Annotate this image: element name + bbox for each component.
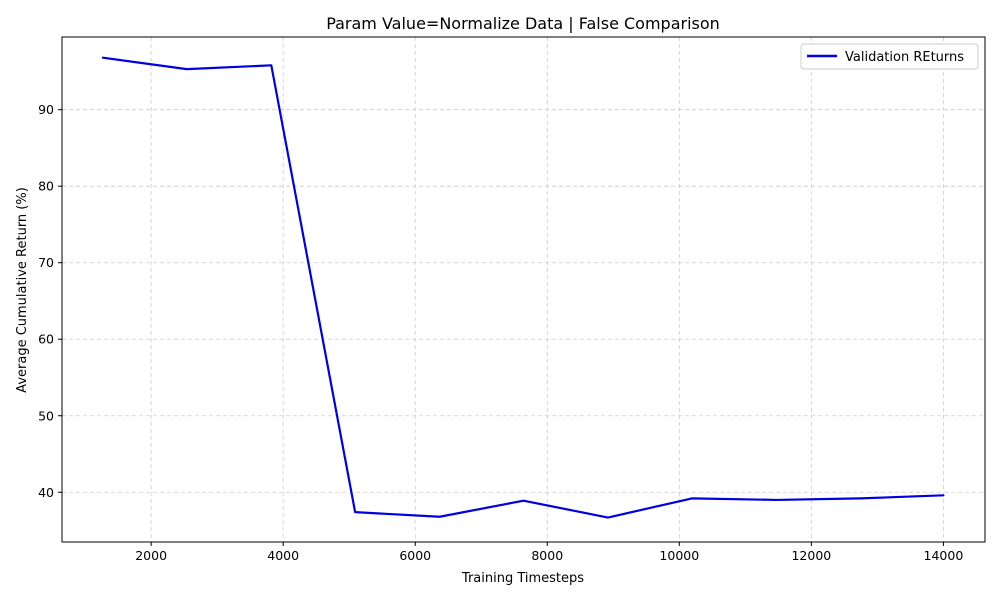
y-tick-label: 60 (38, 332, 54, 347)
y-axis-label: Average Cumulative Return (%) (15, 187, 30, 393)
x-tick-label: 6000 (399, 548, 431, 563)
x-tick-label: 8000 (531, 548, 563, 563)
y-tick-label: 50 (38, 408, 54, 423)
y-tick-label: 40 (38, 485, 54, 500)
y-tick-label: 80 (38, 179, 54, 194)
x-tick-label: 10000 (659, 548, 699, 563)
series-line-validation-returns (101, 56, 945, 519)
chart-title: Param Value=Normalize Data | False Compa… (326, 14, 720, 33)
y-axis-ticks: 40 50 60 70 80 90 (38, 102, 62, 500)
x-axis-ticks: 2000 4000 6000 8000 10000 12000 14000 (135, 542, 963, 563)
x-axis-label: Training Timesteps (461, 571, 584, 586)
plot-area-frame (61, 36, 986, 543)
y-tick-label: 90 (38, 102, 54, 117)
grid (62, 37, 985, 542)
x-tick-label: 4000 (267, 548, 299, 563)
legend-box (800, 43, 979, 70)
series-layer (101, 56, 945, 519)
y-tick-label: 70 (38, 255, 54, 270)
x-tick-label: 12000 (791, 548, 831, 563)
x-tick-label: 14000 (924, 548, 964, 563)
legend-label: Validation REturns (845, 50, 964, 65)
legend: Validation REturns (800, 43, 979, 70)
x-tick-label: 2000 (135, 548, 167, 563)
